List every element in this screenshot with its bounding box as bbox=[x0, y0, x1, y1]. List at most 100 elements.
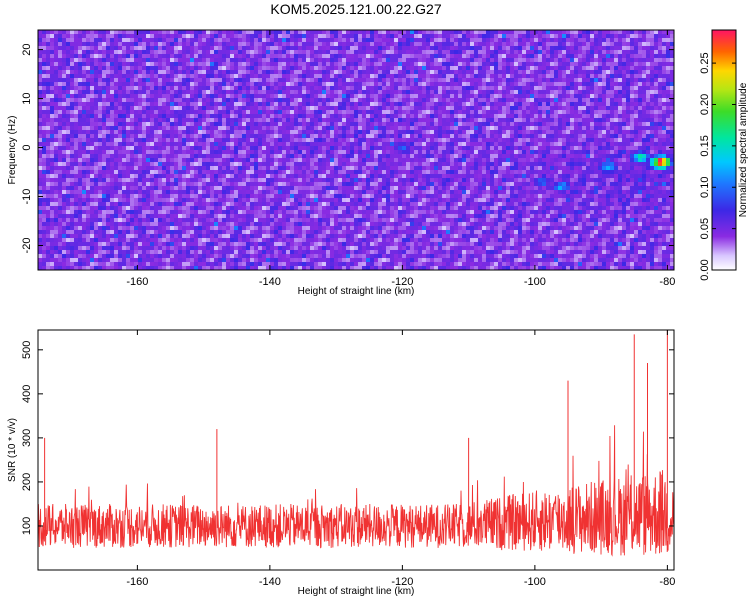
heatmap-cell bbox=[362, 78, 367, 83]
heatmap-cell bbox=[86, 66, 91, 71]
heatmap-cell bbox=[518, 134, 523, 139]
heatmap-cell bbox=[670, 42, 675, 47]
heatmap-cell bbox=[38, 134, 43, 139]
heatmap-cell bbox=[610, 138, 615, 143]
heatmap-cell bbox=[658, 62, 663, 67]
heatmap-cell bbox=[182, 150, 187, 155]
heatmap-cell bbox=[278, 70, 283, 75]
heatmap-cell bbox=[170, 150, 175, 155]
heatmap-cell bbox=[78, 110, 83, 115]
heatmap-cell bbox=[654, 106, 659, 111]
heatmap-cell bbox=[466, 54, 471, 59]
heatmap-cell bbox=[114, 34, 119, 39]
heatmap-cell bbox=[666, 106, 671, 111]
heatmap-cell bbox=[330, 34, 335, 39]
heatmap-cell bbox=[414, 126, 419, 131]
heatmap-cell bbox=[538, 118, 543, 123]
heatmap-cell bbox=[198, 130, 203, 135]
heatmap-cell bbox=[330, 50, 335, 55]
heatmap-cell bbox=[382, 66, 387, 71]
heatmap-cell bbox=[362, 118, 367, 123]
heatmap-cell bbox=[166, 114, 171, 119]
heatmap-cell bbox=[514, 106, 519, 111]
heatmap-cell bbox=[654, 70, 659, 75]
heatmap-cell bbox=[670, 78, 675, 83]
heatmap-cell bbox=[606, 38, 611, 43]
heatmap-cell bbox=[618, 102, 623, 107]
heatmap-cell bbox=[230, 90, 235, 95]
heatmap-cell bbox=[566, 70, 571, 75]
heatmap-cell bbox=[574, 106, 579, 111]
heatmap-cell bbox=[510, 134, 515, 139]
heatmap-cell bbox=[378, 58, 383, 63]
heatmap-cell bbox=[550, 66, 555, 71]
heatmap-cell bbox=[550, 70, 555, 75]
heatmap-cell bbox=[342, 142, 347, 147]
heatmap-cell bbox=[354, 122, 359, 127]
heatmap-cell bbox=[442, 142, 447, 147]
heatmap-cell bbox=[546, 70, 551, 75]
heatmap-cell bbox=[670, 62, 675, 67]
heatmap-cell bbox=[482, 142, 487, 147]
heatmap-cell bbox=[298, 154, 303, 159]
heatmap-cell bbox=[258, 114, 263, 119]
heatmap-cell bbox=[134, 114, 139, 119]
heatmap-cell bbox=[406, 78, 411, 83]
heatmap-cell bbox=[466, 30, 471, 35]
heatmap-cell bbox=[646, 74, 651, 79]
heatmap-cell bbox=[242, 130, 247, 135]
heatmap-cell bbox=[294, 38, 299, 43]
heatmap-cell bbox=[342, 98, 347, 103]
heatmap-cell bbox=[274, 50, 279, 55]
heatmap-cell bbox=[142, 82, 147, 87]
heatmap-cell bbox=[66, 142, 71, 147]
heatmap-cell bbox=[274, 30, 279, 35]
heatmap-cell bbox=[82, 122, 87, 127]
heatmap-cell bbox=[330, 110, 335, 115]
heatmap-cell bbox=[638, 50, 643, 55]
heatmap-cell bbox=[394, 70, 399, 75]
heatmap-cell bbox=[266, 58, 271, 63]
heatmap-cell bbox=[662, 138, 667, 143]
heatmap-cell bbox=[662, 34, 667, 39]
heatmap-cell bbox=[446, 134, 451, 139]
heatmap-cell bbox=[198, 70, 203, 75]
heatmap-cell bbox=[382, 126, 387, 131]
heatmap-cell bbox=[426, 86, 431, 91]
heatmap-cell bbox=[502, 58, 507, 63]
heatmap-cell bbox=[358, 114, 363, 119]
heatmap-cell bbox=[514, 94, 519, 99]
heatmap-cell bbox=[422, 130, 427, 135]
heatmap-cell bbox=[330, 102, 335, 107]
heatmap-cell bbox=[354, 70, 359, 75]
heatmap-cell bbox=[546, 146, 551, 151]
heatmap-cell bbox=[186, 130, 191, 135]
heatmap-cell bbox=[286, 130, 291, 135]
heatmap-cell bbox=[270, 118, 275, 123]
heatmap-cell bbox=[142, 106, 147, 111]
heatmap-cell bbox=[106, 126, 111, 131]
heatmap-cell bbox=[626, 102, 631, 107]
heatmap-cell bbox=[466, 50, 471, 55]
heatmap-cell bbox=[482, 118, 487, 123]
heatmap-cell bbox=[518, 78, 523, 83]
heatmap-cell bbox=[662, 122, 667, 127]
heatmap-cell bbox=[570, 146, 575, 151]
heatmap-cell bbox=[86, 150, 91, 155]
heatmap-cell bbox=[502, 70, 507, 75]
heatmap-cell bbox=[494, 142, 499, 147]
heatmap-cell bbox=[222, 58, 227, 63]
heatmap-cell bbox=[418, 98, 423, 103]
heatmap-cell bbox=[606, 126, 611, 131]
heatmap-cell bbox=[550, 114, 555, 119]
heatmap-cell bbox=[266, 70, 271, 75]
heatmap-cell bbox=[550, 118, 555, 123]
heatmap-cell bbox=[486, 94, 491, 99]
heatmap-cell bbox=[258, 154, 263, 159]
heatmap-cell bbox=[242, 54, 247, 59]
heatmap-cell bbox=[146, 98, 151, 103]
heatmap-cell bbox=[166, 90, 171, 95]
heatmap-cell bbox=[510, 130, 515, 135]
heatmap-cell bbox=[118, 66, 123, 71]
heatmap-cell bbox=[334, 70, 339, 75]
